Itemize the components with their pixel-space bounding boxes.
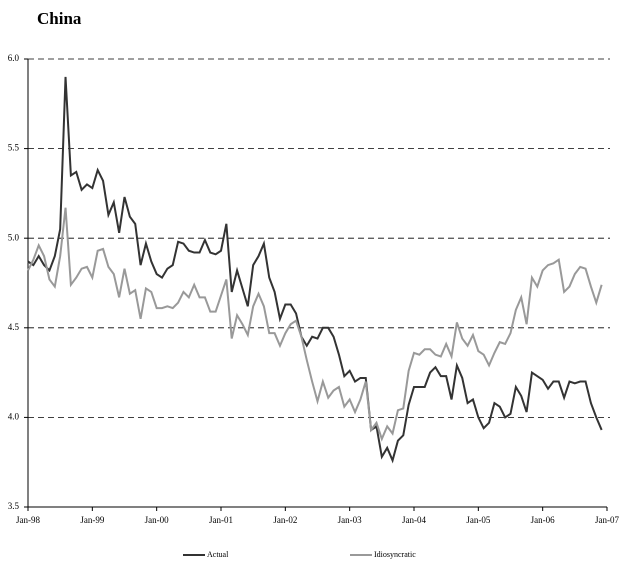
y-tick-label: 4.5 — [8, 322, 20, 332]
x-tick-label: Jan-01 — [209, 515, 233, 525]
legend-label: Actual — [207, 550, 229, 559]
y-tick-label: 6.0 — [8, 53, 20, 63]
y-tick-label: 5.0 — [8, 232, 20, 242]
x-tick-label: Jan-04 — [402, 515, 426, 525]
series-line — [27, 76, 603, 464]
x-tick-label: Jan-02 — [273, 515, 297, 525]
x-tick-label: Jan-05 — [466, 515, 490, 525]
series-line — [27, 207, 603, 442]
legend-label: Idiosyncratic — [374, 550, 416, 559]
chart-title: China — [37, 9, 82, 28]
x-tick-label: Jan-06 — [531, 515, 555, 525]
x-tick-label: Jan-03 — [338, 515, 362, 525]
x-tick-label: Jan-00 — [145, 515, 169, 525]
y-tick-label: 3.5 — [8, 501, 20, 511]
x-tick-label: Jan-98 — [16, 515, 40, 525]
y-tick-label: 4.0 — [8, 411, 20, 421]
x-tick-label: Jan-99 — [80, 515, 104, 525]
x-tick-label: Jan-07 — [595, 515, 619, 525]
y-tick-label: 5.5 — [8, 143, 20, 153]
